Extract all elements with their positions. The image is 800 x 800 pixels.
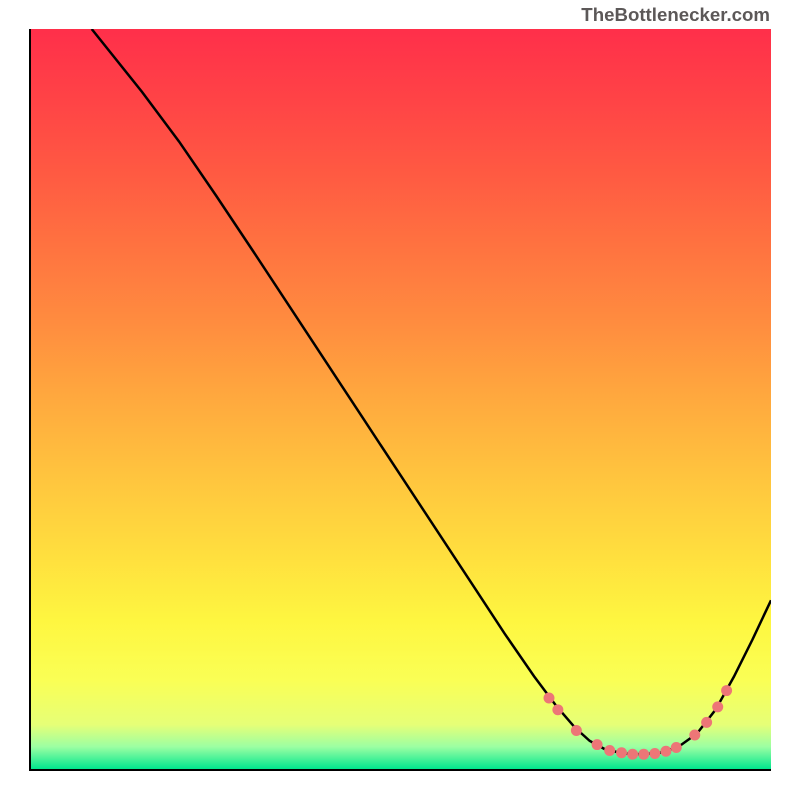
chart-svg	[31, 29, 771, 769]
marker-dot	[638, 749, 649, 760]
marker-dot	[701, 717, 712, 728]
attribution-label: TheBottlenecker.com	[581, 4, 770, 26]
marker-dot	[649, 748, 660, 759]
chart-container: TheBottlenecker.com	[0, 0, 800, 800]
marker-dot	[660, 746, 671, 757]
marker-dot	[571, 725, 582, 736]
marker-dot	[721, 685, 732, 696]
plot-area	[29, 29, 771, 771]
marker-dot	[627, 749, 638, 760]
marker-dot	[604, 745, 615, 756]
marker-dot	[689, 729, 700, 740]
marker-dot	[671, 742, 682, 753]
marker-dot	[544, 692, 555, 703]
marker-dot	[552, 704, 563, 715]
bottleneck-curve	[92, 29, 771, 754]
marker-dot	[592, 739, 603, 750]
marker-dot	[616, 747, 627, 758]
marker-dot	[712, 701, 723, 712]
